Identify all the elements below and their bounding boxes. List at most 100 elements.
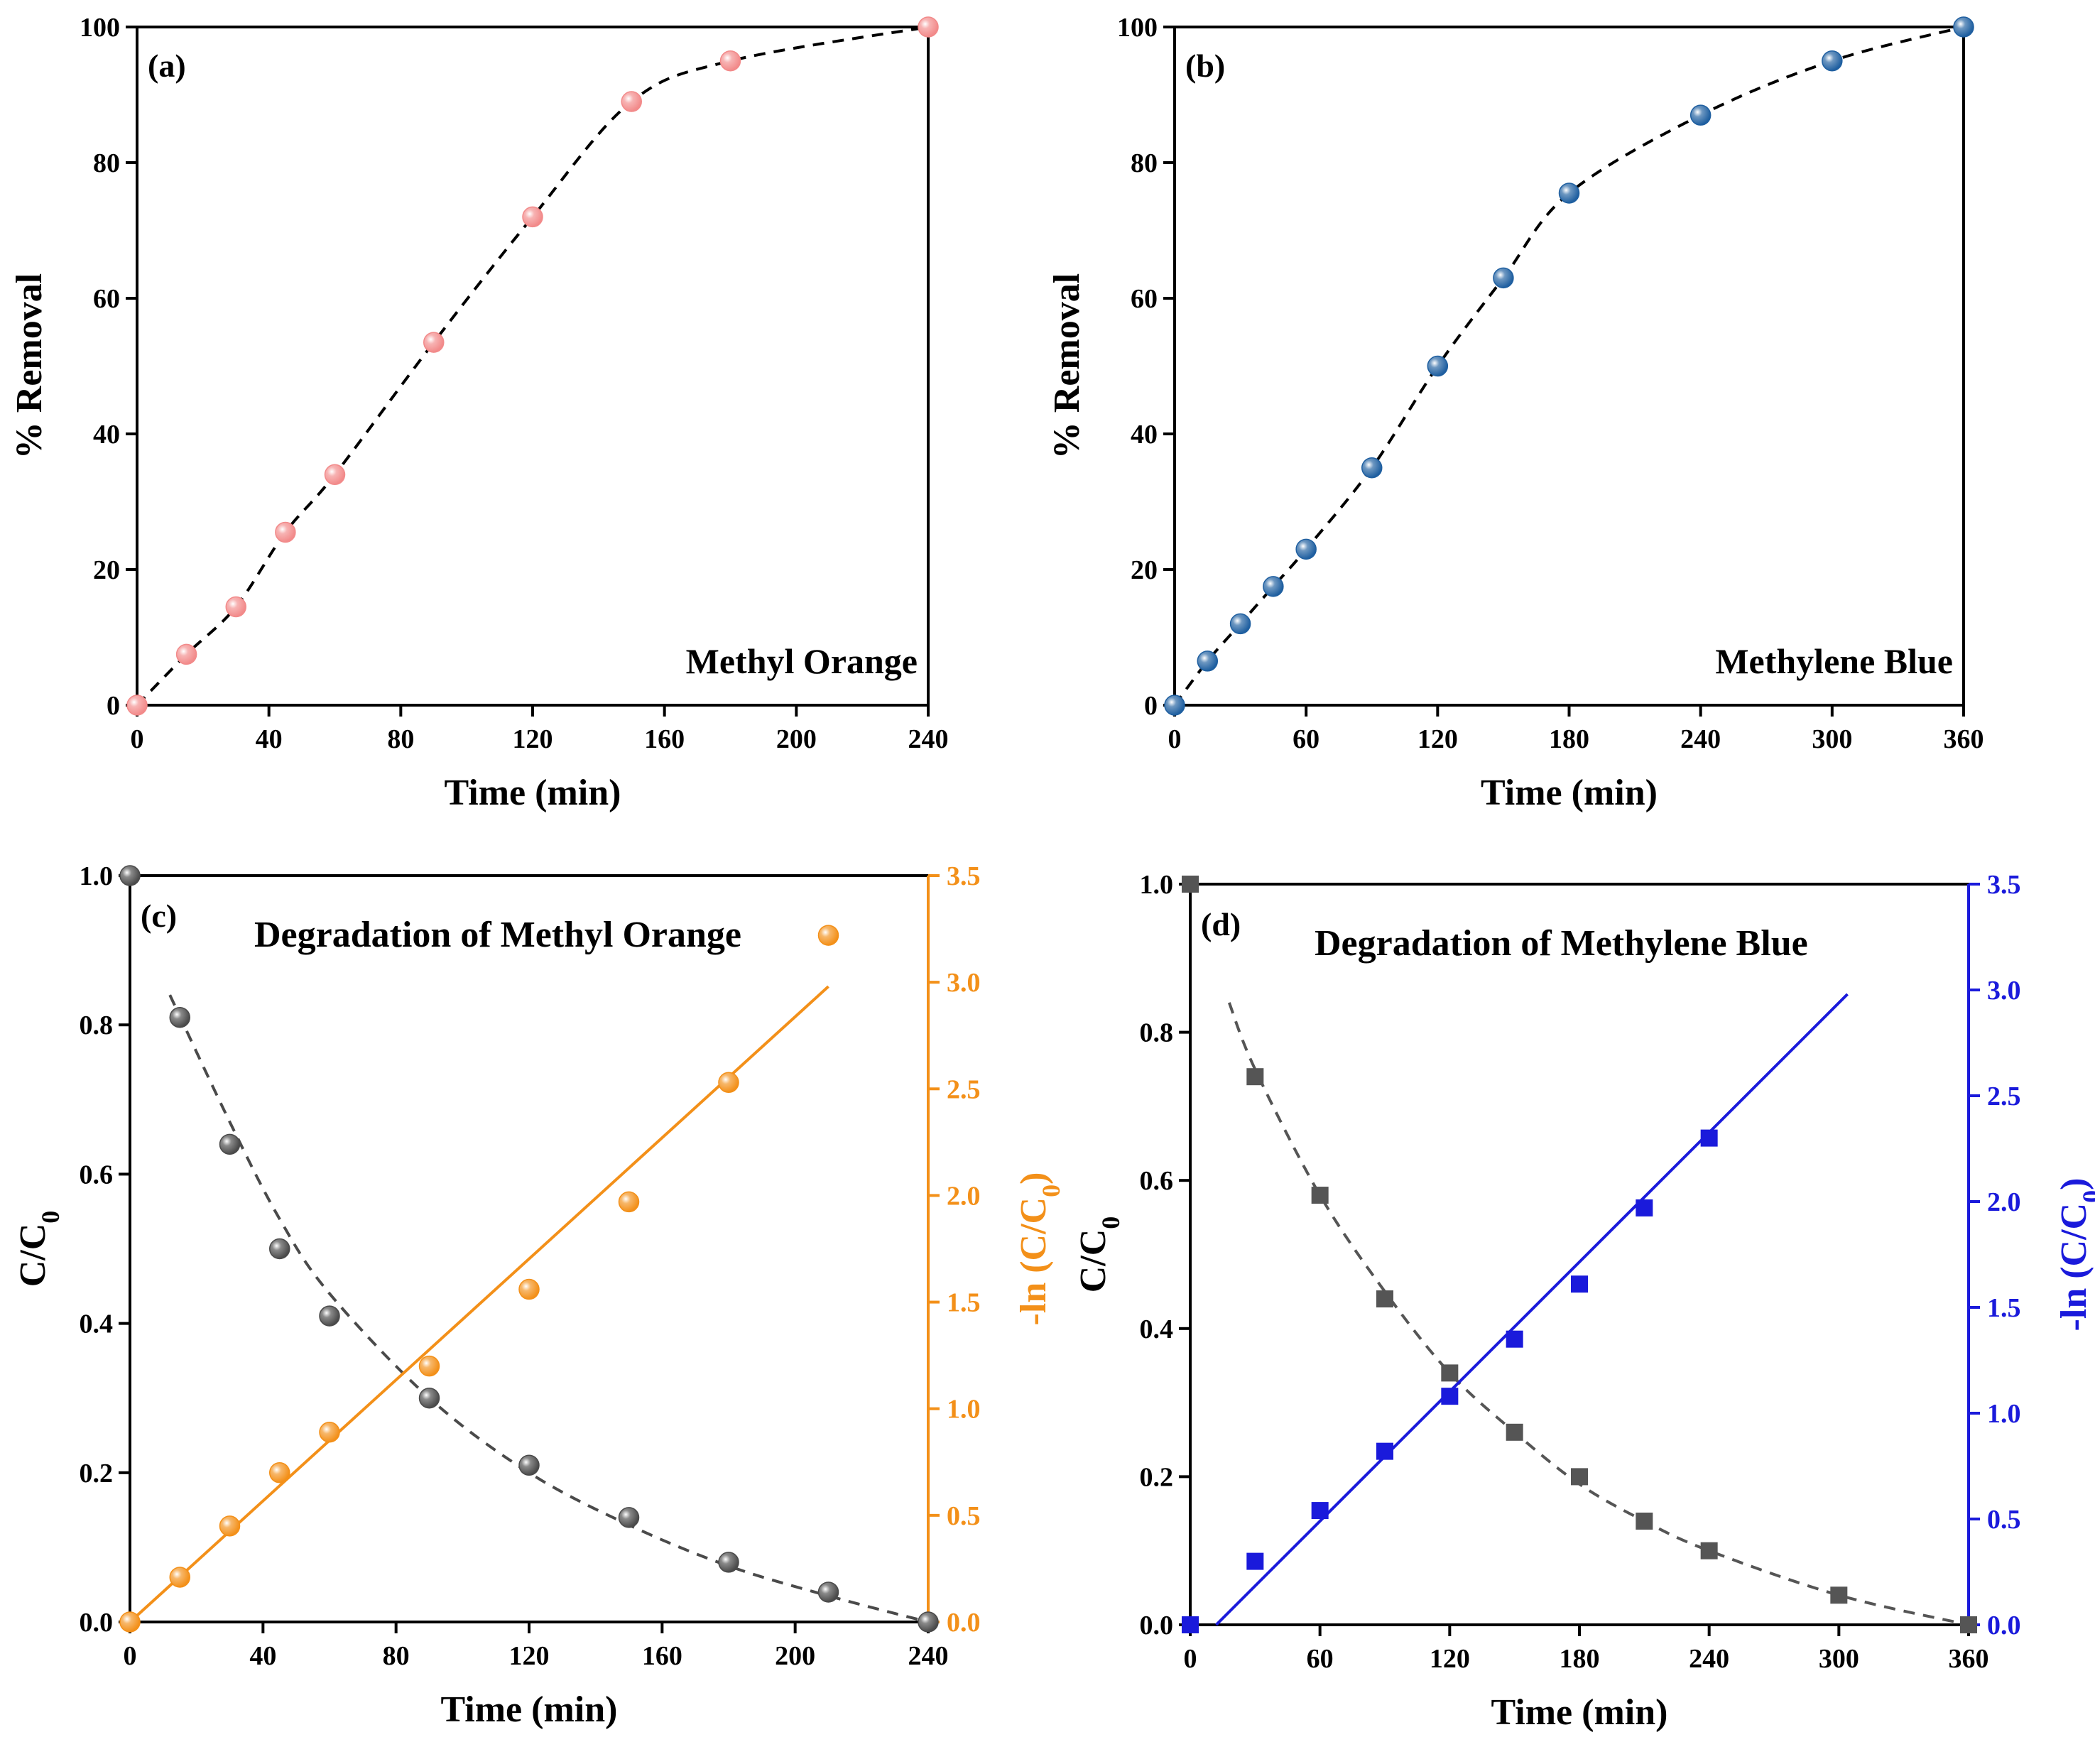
chart-title: Degradation of Methylene Blue [1315, 923, 1808, 964]
y2-tick-label: 2.0 [1987, 1187, 2021, 1217]
data-point-c [418, 1387, 440, 1409]
linear-fit-line-c [129, 985, 829, 1623]
data-point-c [169, 1567, 190, 1588]
y-tick-label: 20 [93, 555, 120, 585]
y-tick-label: 0.2 [1140, 1462, 1174, 1492]
data-point-a [324, 464, 346, 486]
data-point-d [1960, 1616, 1977, 1633]
y2-tick-label: 0.5 [1987, 1505, 2021, 1535]
y-tick-label: 0 [107, 691, 120, 721]
chart-panel-d: 0 60 120 180 240 300 360 0.0 0.2 0.4 0.6 0.8 1.0 0.0 0… [1073, 870, 2095, 1733]
y-tick-label: 100 [1117, 13, 1158, 43]
data-point-c [518, 1278, 540, 1300]
chart-title: Degradation of Methyl Orange [254, 915, 741, 955]
chart-panel-c: 0 40 80 120 160 200 2400.00.20.40.60.81.00.00.… [13, 861, 1065, 1730]
y-axis-title: C/C0 [13, 1211, 65, 1287]
data-point-b [1361, 457, 1383, 479]
data-point-c [718, 1072, 739, 1094]
x-tick-label: 60 [1293, 724, 1319, 754]
linear-fit-line-d [1215, 993, 1849, 1626]
y-tick-label: 0.0 [80, 1608, 114, 1638]
y-tick-label: 100 [80, 13, 120, 43]
y-axis-title: % Removal [9, 273, 50, 459]
data-point-c [269, 1238, 290, 1260]
trend-line-d [1227, 1002, 1969, 1626]
y2-tick-label: 1.0 [947, 1395, 981, 1425]
y-tick-label: 0.2 [80, 1459, 114, 1488]
data-point-d [1182, 876, 1199, 893]
data-point-b [1493, 267, 1514, 289]
y-tick-label: 40 [1131, 420, 1158, 450]
y2-tick-label: 2.5 [947, 1074, 981, 1104]
y-tick-label: 60 [1131, 284, 1158, 314]
x-axis-title: Time (min) [445, 773, 621, 813]
x-tick-label: 0 [131, 724, 144, 754]
data-point-d [1376, 1290, 1393, 1308]
data-point-d [1376, 1442, 1393, 1460]
x-tick-label: 360 [1949, 1644, 1989, 1674]
data-point-c [219, 1515, 241, 1537]
chart-panel-a: 0 40 80 120 160 200 240 0 20 40 60 80 100 Time (min)%… [9, 13, 949, 813]
data-point-d [1311, 1502, 1329, 1520]
x-tick-label: 80 [383, 1641, 410, 1671]
y-tick-label: 0.4 [1140, 1314, 1174, 1344]
x-tick-label: 120 [1430, 1644, 1470, 1674]
data-point-b [1427, 355, 1449, 377]
panel-label: (a) [148, 48, 186, 84]
y-tick-label: 0 [1144, 691, 1158, 721]
x-tick-label: 200 [776, 724, 817, 754]
data-point-b [1164, 695, 1185, 716]
trend-line-b [1173, 26, 1964, 707]
panel-label: (b) [1185, 48, 1225, 84]
data-point-d [1506, 1423, 1523, 1441]
series-annotation: Methyl Orange [686, 641, 918, 681]
y2-axis-title: -ln (C/C0) [2054, 1178, 2095, 1332]
y-axis-title: % Removal [1047, 273, 1087, 459]
data-point-a [126, 695, 148, 716]
data-point-d [1636, 1199, 1653, 1216]
y2-tick-label: 3.5 [947, 861, 981, 891]
data-point-d [1246, 1552, 1264, 1570]
x-tick-label: 80 [387, 724, 414, 754]
y-tick-label: 1.0 [80, 861, 114, 891]
x-tick-label: 120 [513, 724, 553, 754]
y2-tick-label: 1.0 [1987, 1399, 2021, 1429]
data-point-d [1311, 1187, 1329, 1204]
trend-line-a [136, 26, 929, 707]
x-tick-label: 120 [1417, 724, 1458, 754]
data-point-d [1700, 1129, 1718, 1147]
y2-tick-label: 1.5 [947, 1288, 981, 1318]
data-point-c [319, 1421, 340, 1443]
y2-tick-label: 1.5 [1987, 1293, 2021, 1323]
x-tick-label: 240 [1689, 1644, 1729, 1674]
y-tick-label: 40 [93, 420, 120, 450]
data-point-a [275, 521, 296, 543]
trend-line-c [168, 994, 929, 1623]
data-point-c [169, 1006, 190, 1028]
data-point-c [219, 1133, 241, 1155]
x-tick-label: 240 [908, 1641, 949, 1671]
x-tick-label: 200 [775, 1641, 815, 1671]
y2-tick-label: 0.0 [1987, 1611, 2021, 1640]
y2-tick-label: 0.5 [947, 1501, 981, 1531]
data-point-b [1822, 50, 1843, 72]
data-point-a [175, 643, 197, 665]
y-tick-label: 80 [1131, 148, 1158, 178]
data-point-c [119, 1611, 141, 1633]
data-point-c [817, 925, 839, 946]
data-point-c [418, 1355, 440, 1377]
data-point-c [618, 1507, 640, 1528]
data-point-b [1295, 538, 1317, 560]
x-tick-label: 300 [1819, 1644, 1859, 1674]
x-tick-label: 240 [1680, 724, 1721, 754]
y-tick-label: 0.6 [1140, 1166, 1174, 1196]
y2-axis-title: -ln (C/C0) [1013, 1172, 1065, 1326]
y-tick-label: 0.8 [1140, 1018, 1174, 1048]
data-point-a [918, 16, 939, 38]
data-point-c [618, 1191, 640, 1213]
y-tick-label: 60 [93, 284, 120, 314]
x-axis-title: Time (min) [441, 1689, 618, 1730]
y2-tick-label: 0.0 [947, 1608, 981, 1638]
y-tick-label: 0.0 [1140, 1611, 1174, 1640]
data-point-d [1246, 1068, 1264, 1086]
